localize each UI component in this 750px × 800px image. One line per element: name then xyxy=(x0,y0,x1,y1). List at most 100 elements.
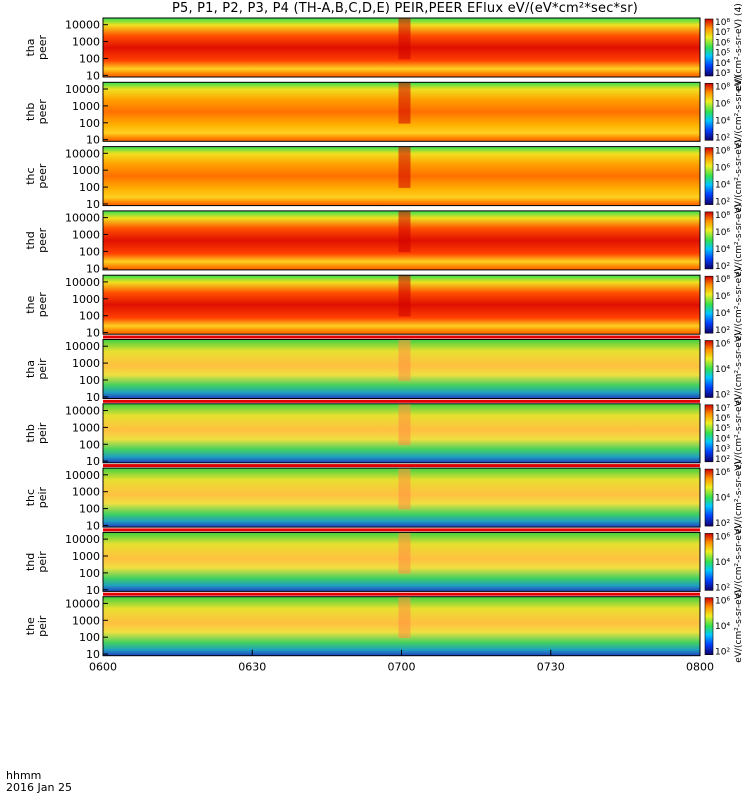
panel-ylabel: tha xyxy=(24,360,37,378)
colorbar-tick-label: 10⁴ xyxy=(715,494,730,504)
panel-frame xyxy=(102,274,701,335)
colorbar-tick-label: 10⁸ xyxy=(715,18,730,28)
panel-the-peer: 10000 1000 100 10 the peer 10⁸ 10⁶ 10⁴ 10² eV/(cm²… xyxy=(24,268,744,341)
y-tick-label: 1000 xyxy=(72,614,100,627)
panel-thb-peer: 10000 1000 100 10 thb peer 10⁸ 10⁶ 10⁴ 10² eV/(cm²… xyxy=(24,75,744,148)
panel-ylabel: tha xyxy=(24,38,37,56)
panel-ylabel: the xyxy=(24,295,37,313)
y-tick-label: 1000 xyxy=(72,229,100,242)
colorbar-label: eV/(cm²-s-sr-eV) xyxy=(734,397,744,470)
y-tick-label: 10000 xyxy=(65,405,100,418)
y-tick-label: 1000 xyxy=(72,357,100,370)
chart-title: P5, P1, P2, P3, P4 (TH-A,B,C,D,E) PEIR,P… xyxy=(171,1,639,16)
colorbar-tick-label: 10³ xyxy=(715,445,730,455)
colorbar-label: eV/(cm²-s-sr-eV) xyxy=(734,590,744,663)
panel-frame xyxy=(102,339,701,399)
panel-thd-peir: 10000 1000 100 10 thd peir 10⁶ 10⁴ 10² eV/(cm²-s-… xyxy=(24,525,744,598)
y-tick-label: 100 xyxy=(79,503,100,516)
colorbar-tick-label: 10² xyxy=(715,583,730,593)
panel-ylabel: peir xyxy=(36,422,49,444)
x-tick-label: 0700 xyxy=(388,661,416,674)
colorbar xyxy=(704,404,714,463)
y-tick-label: 100 xyxy=(79,181,100,194)
event-band xyxy=(398,339,411,381)
event-band xyxy=(398,532,411,574)
colorbar-label: eV/(cm²-s-sr-eV) xyxy=(734,140,744,213)
colorbar-tick-label: 10⁵ xyxy=(715,49,730,59)
colorbar-tick-label: 10² xyxy=(715,648,730,658)
panel-ylabel: peer xyxy=(36,163,49,189)
y-tick-label: 1000 xyxy=(72,421,100,434)
colorbar-tick-label: 10⁵ xyxy=(715,424,730,434)
colorbar-tick-label: 10⁷ xyxy=(715,404,730,414)
time-format-label: hhmm xyxy=(6,769,42,782)
colorbar xyxy=(704,18,714,77)
colorbar xyxy=(704,83,714,141)
colorbar-tick-label: 10⁴ xyxy=(715,434,730,444)
panel-ylabel: thd xyxy=(24,553,37,571)
colorbar xyxy=(704,211,714,270)
y-tick-label: 100 xyxy=(79,631,100,644)
colorbar-tick-label: 10⁴ xyxy=(715,365,730,375)
panel-thd-peer: 10000 1000 100 10 thd peer 10⁸ 10⁶ 10⁴ 10² eV/(cm²… xyxy=(24,204,744,277)
event-band xyxy=(398,596,411,638)
x-tick-label: 0600 xyxy=(89,661,117,674)
panel-frame xyxy=(102,467,701,528)
panel-ylabel: peir xyxy=(36,358,49,380)
panel-the-peir: 10000 1000 100 10 the peir 10⁶ 10⁴ 10² eV/(cm²-s-… xyxy=(24,590,744,663)
colorbar-tick-label: 10² xyxy=(715,326,730,336)
y-tick-label: 10000 xyxy=(65,83,100,96)
y-tick-label: 1000 xyxy=(72,550,100,563)
colorbar-tick-label: 10³ xyxy=(715,69,730,79)
colorbar-tick-label: 10² xyxy=(715,455,730,465)
y-tick-label: 10 xyxy=(86,262,100,275)
colorbar-tick-label: 10⁴ xyxy=(715,245,730,255)
y-tick-label: 1000 xyxy=(72,36,100,49)
colorbar xyxy=(704,275,714,334)
y-tick-label: 100 xyxy=(79,310,100,323)
panel-separator xyxy=(103,464,700,468)
panel-ylabel: peer xyxy=(36,99,49,125)
colorbar-tick-label: 10⁶ xyxy=(715,292,730,302)
colorbar-tick-label: 10⁸ xyxy=(715,275,730,285)
y-tick-label: 100 xyxy=(79,52,100,65)
event-band xyxy=(398,468,411,510)
panel-ylabel: thc xyxy=(24,489,37,506)
panel-frame xyxy=(102,531,701,592)
colorbar-tick-label: 10⁸ xyxy=(715,147,730,157)
x-tick-label: 0630 xyxy=(238,661,266,674)
y-tick-label: 10 xyxy=(86,584,100,597)
y-tick-label: 1000 xyxy=(72,164,100,177)
y-tick-label: 10 xyxy=(86,391,100,404)
y-tick-label: 10 xyxy=(86,648,100,661)
y-tick-label: 1000 xyxy=(72,486,100,499)
colorbar-tick-label: 10⁴ xyxy=(715,558,730,568)
y-tick-label: 10000 xyxy=(65,212,100,225)
date-label: 2016 Jan 25 xyxy=(6,781,72,794)
colorbar-label: eV/(cm²-s-sr-eV) xyxy=(734,75,744,148)
event-band xyxy=(398,275,411,317)
colorbar xyxy=(704,340,714,398)
panel-frame xyxy=(102,17,701,78)
colorbar-label: eV/(cm²-s-sr-eV) xyxy=(734,332,744,405)
event-band xyxy=(398,146,411,188)
colorbar-tick-label: 10² xyxy=(715,133,730,143)
y-tick-label: 10 xyxy=(86,327,100,340)
event-band xyxy=(398,403,411,446)
panel-separator xyxy=(103,528,700,532)
event-band xyxy=(398,210,411,253)
panel-ylabel: thc xyxy=(24,167,37,184)
event-band xyxy=(398,82,411,124)
colorbar-tick-label: 10⁶ xyxy=(715,414,730,424)
y-tick-label: 100 xyxy=(79,567,100,580)
y-tick-label: 100 xyxy=(79,117,100,130)
colorbar-tick-label: 10⁴ xyxy=(715,59,730,69)
y-tick-label: 1000 xyxy=(72,100,100,113)
colorbar-tick-label: 10⁶ xyxy=(715,468,730,478)
colorbar-tick-label: 10² xyxy=(715,198,730,208)
panel-frame xyxy=(102,146,701,207)
panel-ylabel: peer xyxy=(36,35,49,61)
panel-separator xyxy=(103,592,700,596)
